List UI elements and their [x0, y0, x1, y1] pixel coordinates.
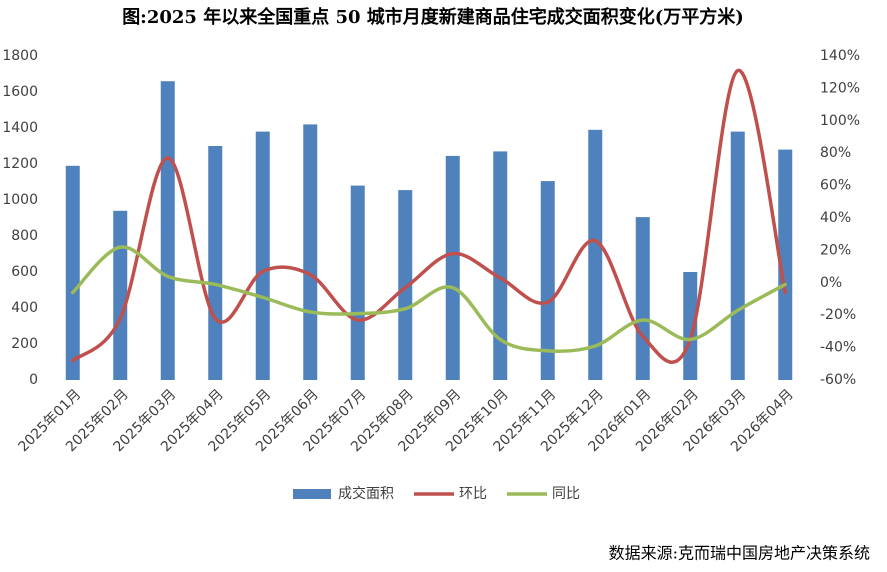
- bar: [730, 131, 745, 380]
- y-tick-label: 1400: [2, 120, 38, 136]
- bar: [778, 149, 793, 380]
- y2-tick-label: 0%: [820, 275, 842, 291]
- y2-tick-label: 100%: [820, 113, 860, 129]
- bar: [255, 131, 270, 380]
- legend-label: 环比: [459, 486, 487, 502]
- bar: [588, 129, 603, 380]
- y-tick-label: 800: [11, 228, 38, 244]
- y2-tick-label: -40%: [820, 340, 856, 356]
- legend-label: 成交面积: [338, 485, 394, 502]
- line: [71, 68, 787, 364]
- y2-tick-label: 120%: [820, 80, 860, 96]
- bar: [303, 124, 318, 381]
- bar: [635, 217, 650, 380]
- y-tick-label: 1600: [2, 84, 38, 100]
- legend-label: 同比: [552, 486, 580, 502]
- y2-tick-label: 60%: [820, 178, 851, 194]
- bar: [493, 151, 508, 380]
- y2-tick-label: -20%: [820, 307, 856, 323]
- bar: [350, 185, 365, 380]
- y-tick-label: 600: [11, 264, 38, 280]
- bar: [65, 165, 80, 380]
- bar: [445, 155, 460, 380]
- source-note: 数据来源:克而瑞中国房地产决策系统: [609, 544, 870, 563]
- bar: [398, 190, 413, 380]
- y2-tick-label: 140%: [820, 48, 860, 64]
- chart-title: 图:2025 年以来全国重点 50 城市月度新建商品住宅成交面积变化(万平方米): [122, 6, 744, 28]
- bar: [113, 210, 128, 380]
- bar: [683, 272, 698, 380]
- y-tick-label: 0: [29, 372, 38, 388]
- bar: [208, 146, 223, 380]
- bar: [160, 81, 175, 380]
- legend-swatch: [293, 489, 331, 499]
- y2-tick-label: 80%: [820, 145, 851, 161]
- y-tick-label: 1200: [2, 156, 38, 172]
- line: [71, 245, 787, 354]
- bar: [540, 181, 555, 380]
- y2-tick-label: -60%: [820, 372, 856, 388]
- y2-tick-label: 40%: [820, 210, 851, 226]
- y2-tick-label: 20%: [820, 242, 851, 258]
- y-tick-label: 200: [11, 336, 38, 352]
- y-tick-label: 1800: [2, 48, 38, 64]
- y-tick-label: 400: [11, 300, 38, 316]
- y-tick-label: 1000: [2, 192, 38, 208]
